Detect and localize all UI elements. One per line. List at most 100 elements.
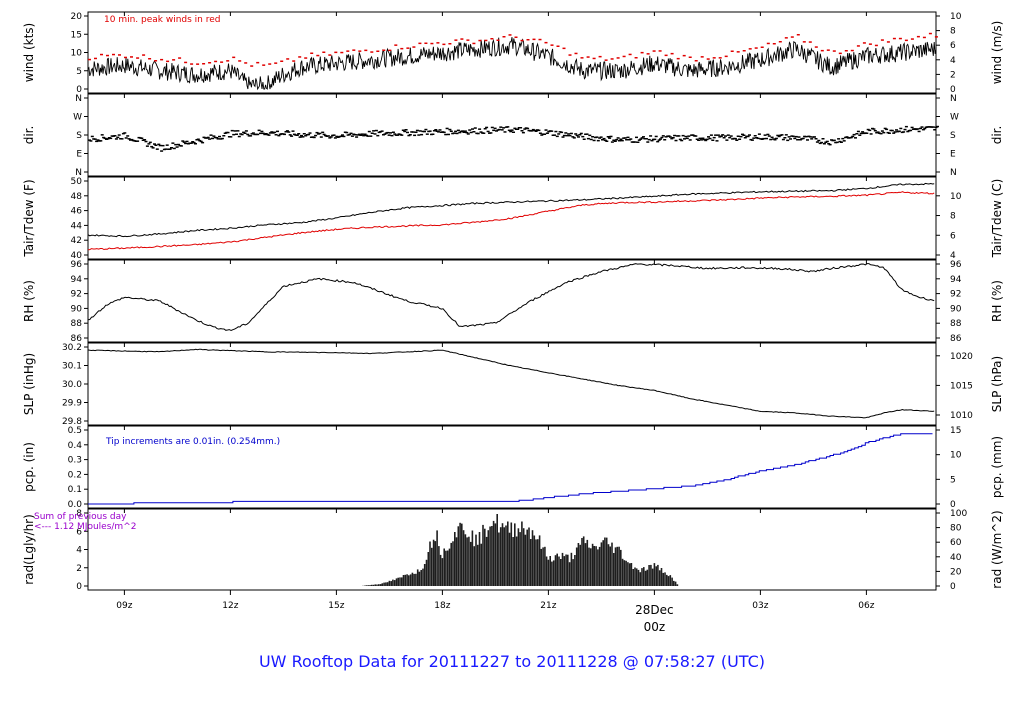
direction-point <box>509 130 513 133</box>
peak-wind-point <box>250 65 254 67</box>
direction-point <box>116 136 120 139</box>
direction-point <box>189 142 193 144</box>
direction-point <box>222 135 226 137</box>
direction-point <box>396 134 400 136</box>
right-tick-label: 100 <box>950 509 967 519</box>
direction-point <box>661 135 665 137</box>
direction-point <box>700 139 703 141</box>
right-tick-label: 94 <box>950 275 962 285</box>
direction-point <box>251 132 255 134</box>
direction-point <box>866 128 870 131</box>
direction-point <box>175 146 179 148</box>
direction-point <box>403 130 407 133</box>
direction-point <box>513 127 517 130</box>
direction-point <box>130 138 134 141</box>
direction-point <box>769 138 773 141</box>
direction-point <box>411 131 415 133</box>
left-axis-title: SLP (inHg) <box>22 353 36 415</box>
direction-point <box>519 127 523 129</box>
direction-point <box>712 136 716 139</box>
right-tick-label: 1020 <box>950 352 973 362</box>
date-marker-time: 00z <box>644 620 666 634</box>
direction-point <box>609 135 613 138</box>
direction-point <box>229 136 233 138</box>
direction-point <box>268 132 272 134</box>
direction-point <box>715 140 719 142</box>
direction-point <box>191 141 195 143</box>
direction-point <box>646 141 650 143</box>
direction-point <box>154 144 158 146</box>
right-tick-label: 10 <box>950 12 962 22</box>
direction-point <box>216 138 220 140</box>
direction-point <box>817 139 821 142</box>
peak-wind-point <box>238 60 242 62</box>
direction-point <box>644 138 648 140</box>
peak-wind-point <box>592 57 596 60</box>
direction-point <box>164 148 168 150</box>
peak-wind-point <box>160 58 164 61</box>
direction-point <box>510 129 514 131</box>
direction-point <box>714 134 718 136</box>
direction-point <box>591 136 595 138</box>
direction-point <box>694 135 698 137</box>
peak-wind-point <box>196 63 200 65</box>
direction-point <box>557 133 561 135</box>
time-tick-label: 18z <box>434 601 450 611</box>
direction-point <box>832 139 836 142</box>
direction-point <box>861 131 865 133</box>
peak-wind-point <box>394 44 398 46</box>
direction-point <box>835 141 839 144</box>
direction-point <box>855 133 859 135</box>
direction-point <box>616 137 620 139</box>
direction-point <box>199 140 203 143</box>
peak-wind-point <box>718 57 722 59</box>
peak-wind-point <box>730 50 734 52</box>
direction-point <box>367 130 371 133</box>
panel-frame <box>87 176 937 260</box>
direction-point <box>506 126 510 128</box>
direction-point <box>746 135 750 138</box>
direction-point <box>482 132 486 134</box>
direction-point <box>342 135 346 138</box>
peak-wind-point <box>886 41 890 43</box>
direction-point <box>808 136 812 138</box>
peak-wind-point <box>616 57 620 59</box>
peak-wind-point <box>562 47 566 50</box>
left-tick-label: 2 <box>76 564 82 574</box>
direction-point <box>904 125 908 128</box>
time-tick-label: 15z <box>328 601 344 611</box>
peak-wind-point <box>772 43 776 45</box>
left-tick-label: 86 <box>71 334 83 344</box>
direction-point <box>117 134 121 136</box>
peak-wind-point <box>556 45 560 47</box>
direction-point <box>784 134 788 136</box>
direction-point <box>725 139 729 141</box>
direction-point <box>120 138 124 140</box>
right-axis-title: pcp. (mm) <box>990 436 1004 498</box>
direction-point <box>756 137 760 140</box>
peak-wind-point <box>862 42 866 44</box>
direction-point <box>483 128 487 130</box>
direction-point <box>466 133 470 135</box>
direction-point <box>534 130 538 132</box>
direction-point <box>339 135 343 137</box>
direction-point <box>903 128 907 131</box>
peak-wind-point <box>898 37 902 40</box>
direction-point <box>825 140 829 143</box>
peak-wind-point <box>808 41 812 43</box>
direction-point <box>230 129 234 132</box>
right-tick-label: N <box>950 94 957 104</box>
direction-point <box>177 143 180 146</box>
peak-wind-point <box>208 62 212 64</box>
direction-point <box>931 126 935 128</box>
peak-wind-point <box>274 62 278 64</box>
right-tick-label: 6 <box>950 231 956 241</box>
left-tick-label: 5 <box>76 67 82 77</box>
peak-wind-point <box>316 54 320 57</box>
peak-wind-point <box>478 39 482 42</box>
direction-point <box>469 131 473 134</box>
direction-point <box>626 136 630 139</box>
direction-point <box>261 132 265 135</box>
